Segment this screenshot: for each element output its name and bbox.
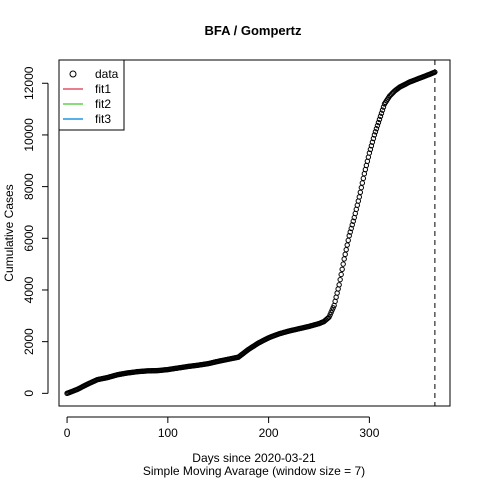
data-point — [375, 119, 382, 126]
data-point — [374, 122, 381, 129]
data-point — [370, 135, 377, 142]
data-point — [339, 266, 345, 273]
y-axis: 0 2000 4000 6000 8000 10000 12000 — [22, 66, 49, 397]
x-axis-subtitle: Simple Moving Avarage (window size = 7) — [143, 464, 365, 478]
x-axis-label: Days since 2020-03-21 — [192, 451, 316, 465]
data-points — [64, 69, 438, 397]
data-point — [343, 246, 349, 253]
y-tick-label: 6000 — [22, 225, 36, 252]
x-tick-label: 100 — [158, 426, 178, 440]
data-point — [356, 194, 363, 200]
y-tick-label: 4000 — [22, 276, 36, 303]
data-point — [338, 271, 344, 278]
chart-title: BFA / Gompertz — [204, 23, 302, 38]
data-point — [344, 242, 350, 248]
data-point — [336, 282, 342, 288]
y-tick-label: 10000 — [22, 118, 36, 152]
data-point — [346, 233, 352, 239]
data-point — [342, 251, 348, 258]
data-point — [377, 113, 384, 120]
data-point — [380, 104, 387, 110]
data-point — [345, 237, 351, 244]
y-tick-label: 8000 — [22, 173, 36, 200]
data-point — [349, 222, 355, 228]
data-point — [371, 132, 378, 138]
legend-label-fit1: fit1 — [95, 82, 111, 96]
y-tick-label: 12000 — [22, 66, 36, 100]
y-tick-label: 0 — [22, 390, 36, 397]
data-point — [378, 110, 385, 116]
plot-frame — [58, 59, 451, 407]
data-point — [337, 276, 343, 283]
data-point — [357, 189, 364, 196]
data-point — [347, 229, 353, 235]
legend-label-fit2: fit2 — [95, 97, 111, 111]
data-point — [350, 218, 356, 224]
x-tick-label: 300 — [359, 426, 379, 440]
data-point — [379, 107, 386, 113]
x-tick-label: 200 — [259, 426, 279, 440]
legend-symbol-data — [69, 70, 77, 78]
x-tick-label: 0 — [64, 426, 71, 440]
data-point — [348, 225, 354, 232]
data-point — [341, 256, 347, 262]
data-point — [360, 175, 367, 182]
y-axis-label: Cumulative Cases — [2, 184, 16, 281]
data-point — [376, 116, 383, 123]
data-point — [369, 139, 376, 145]
data-point — [372, 129, 379, 135]
data-point — [373, 126, 380, 132]
data-point — [358, 184, 365, 191]
data-point — [340, 261, 346, 267]
data-point — [366, 150, 373, 156]
legend-label-data: data — [95, 67, 119, 81]
y-tick-label: 2000 — [22, 328, 36, 355]
data-point — [359, 180, 366, 186]
data-point — [368, 143, 375, 149]
legend-label-fit3: fit3 — [95, 112, 111, 126]
x-axis: 0 100 200 300 — [64, 416, 380, 440]
data-point — [367, 146, 374, 153]
